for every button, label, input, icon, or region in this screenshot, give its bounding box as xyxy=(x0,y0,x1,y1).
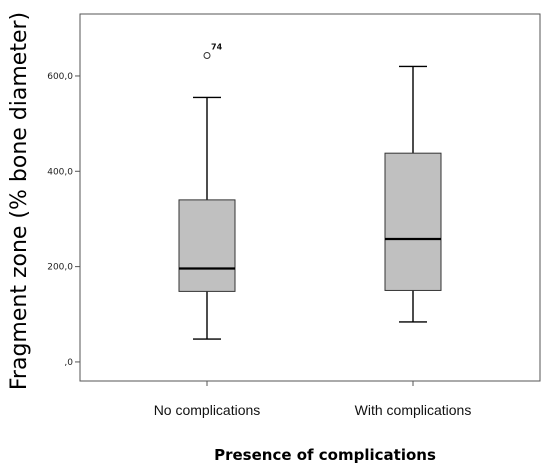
x-axis-title: Presence of complications xyxy=(214,446,436,464)
iqr-box xyxy=(178,199,236,292)
y-tick-label: ,0 xyxy=(64,358,73,368)
plot-frame xyxy=(79,13,541,382)
y-tick-label: 600,0 xyxy=(47,72,73,82)
x-category-label: No complications xyxy=(154,402,261,418)
y-axis-title: Fragment zone (% bone diameter) xyxy=(7,12,32,390)
x-axis: No complications With complications xyxy=(154,381,472,418)
outlier-point xyxy=(203,51,211,59)
boxes-group: 74 xyxy=(178,42,442,340)
x-category-label: With complications xyxy=(355,402,472,418)
iqr-box xyxy=(384,152,442,291)
y-tick-label: 400,0 xyxy=(47,167,73,177)
box-2 xyxy=(384,65,442,323)
outlier-label: 74 xyxy=(211,42,223,51)
y-axis: ,0 200,0 400,0 600,0 xyxy=(47,72,80,368)
box-1: 74 xyxy=(178,42,236,340)
y-tick-label: 200,0 xyxy=(47,263,73,273)
